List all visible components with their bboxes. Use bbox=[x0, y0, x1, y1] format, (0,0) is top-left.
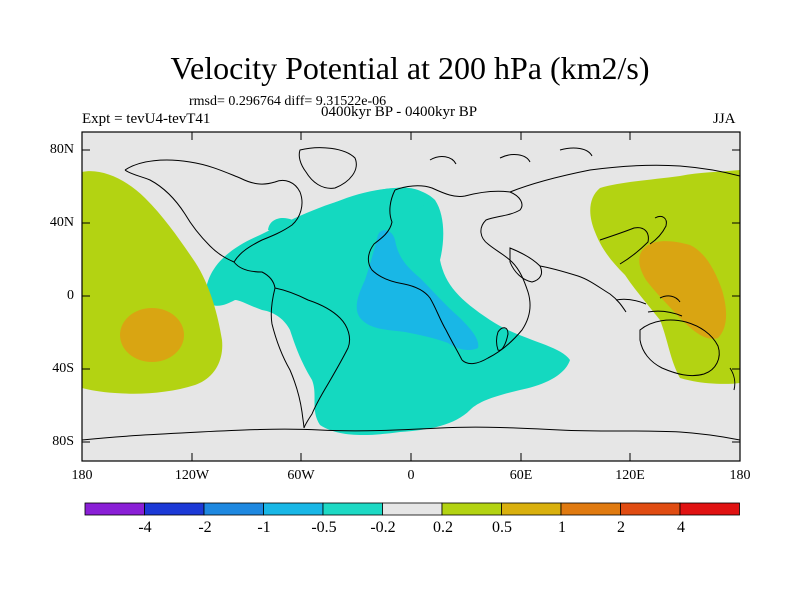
colorbar-swatch bbox=[203, 502, 264, 516]
lat-tick-marks bbox=[82, 149, 740, 443]
colorbar-swatch bbox=[84, 502, 145, 516]
chart-title: Velocity Potential at 200 hPa (km2/s) bbox=[170, 50, 650, 86]
colorbar-label: 4 bbox=[677, 519, 685, 536]
colorbar-swatch bbox=[501, 502, 562, 516]
colorbar-label: -0.2 bbox=[370, 519, 396, 536]
lon-label-120w: 120W bbox=[174, 468, 210, 483]
colorbar-label: -4 bbox=[138, 519, 152, 536]
lon-label-60e: 60E bbox=[509, 468, 533, 483]
colorbar-swatch bbox=[263, 502, 324, 516]
lat-label-80n: 80N bbox=[49, 142, 74, 157]
lon-label-180-west: 180 bbox=[71, 468, 93, 483]
positive-anomaly-west bbox=[82, 171, 223, 394]
colorbar-label: 1 bbox=[558, 519, 566, 536]
colorbar-label: -1 bbox=[257, 519, 271, 536]
lon-label-0: 0 bbox=[407, 468, 415, 483]
period-label: 0400kyr BP - 0400kyr BP bbox=[321, 104, 478, 120]
lon-tick-marks bbox=[81, 132, 741, 461]
coastlines bbox=[82, 147, 740, 441]
negative-anomaly-core bbox=[356, 230, 479, 351]
lat-label-0: 0 bbox=[67, 288, 74, 303]
positive-anomaly-core-west bbox=[120, 308, 184, 362]
lat-label-80s: 80S bbox=[52, 434, 74, 449]
lon-label-60w: 60W bbox=[287, 468, 315, 483]
rmsd-diff-stats: rmsd= 0.296764 diff= 9.31522e-06 bbox=[189, 94, 387, 109]
colorbar-label: 0.2 bbox=[433, 519, 453, 536]
season-label: JJA bbox=[713, 111, 736, 127]
colorbar-label: -0.5 bbox=[311, 519, 337, 536]
lat-label-40s: 40S bbox=[52, 361, 74, 376]
lat-label-40n: 40N bbox=[49, 215, 74, 230]
lon-label-120e: 120E bbox=[615, 468, 645, 483]
colorbar-swatch bbox=[560, 502, 621, 516]
colorbar-swatch bbox=[322, 502, 383, 516]
colorbar-label: 2 bbox=[617, 519, 625, 536]
colorbar-swatch bbox=[382, 502, 443, 516]
lon-label-180-east: 180 bbox=[729, 468, 751, 483]
colorbar-label: -2 bbox=[198, 519, 212, 536]
colorbar-swatch bbox=[620, 502, 681, 516]
colorbar-swatch bbox=[144, 502, 205, 516]
experiment-label: Expt = tevU4-tevT41 bbox=[82, 111, 211, 127]
map-field bbox=[82, 132, 740, 461]
colorbar-swatch bbox=[441, 502, 502, 516]
colorbar-swatch bbox=[679, 502, 740, 516]
colorbar-label: 0.5 bbox=[492, 519, 512, 536]
positive-anomaly-core-east bbox=[639, 241, 727, 339]
